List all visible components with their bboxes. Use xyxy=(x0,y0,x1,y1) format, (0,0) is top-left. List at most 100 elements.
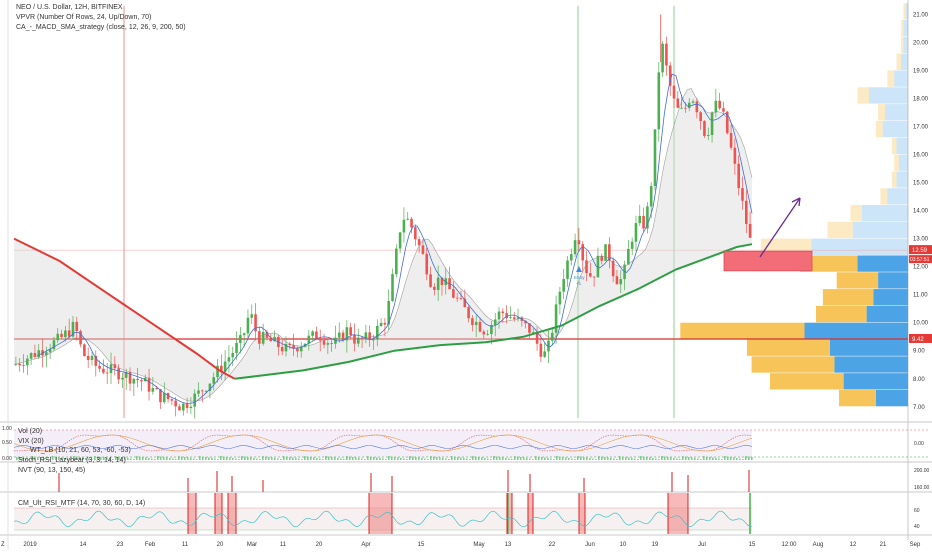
candle-body xyxy=(379,322,383,326)
y-tick-label: 20.00 xyxy=(913,40,929,46)
vp-row-up xyxy=(799,255,858,272)
volume-bar xyxy=(319,458,321,460)
volume-bar xyxy=(247,457,249,460)
candle-body xyxy=(318,338,322,341)
volume-bar xyxy=(217,459,219,460)
volume-bar xyxy=(301,459,303,460)
volume-bar xyxy=(532,459,534,460)
volume-bar xyxy=(739,458,741,460)
candle-body xyxy=(37,350,41,357)
candle-body xyxy=(653,129,657,187)
volume-bar xyxy=(238,459,240,460)
volume-bar xyxy=(577,456,579,460)
candle-body xyxy=(67,330,71,337)
candle-body xyxy=(634,223,638,242)
y-tick-label: 15.00 xyxy=(913,181,929,187)
candle-body xyxy=(178,406,181,411)
legend-stoch[interactable]: Stoch_RSI_Lazybear (3, 3, 14, 14) xyxy=(18,457,126,464)
vp-row-up xyxy=(747,339,830,356)
volume-bar xyxy=(598,456,600,460)
vp-row-up xyxy=(827,221,853,239)
volume-bar xyxy=(445,458,447,460)
vp-row-up xyxy=(751,356,835,373)
vp-row-up xyxy=(875,120,883,138)
legend-symbol[interactable]: NEO / U.S. Dollar, 12H, BITFINEX xyxy=(16,4,123,11)
y-tick-label: 7.00 xyxy=(913,405,925,411)
candle-body xyxy=(18,363,22,366)
volume-bar xyxy=(478,457,480,460)
candle-body xyxy=(48,349,52,353)
legend-vpvr[interactable]: VPVR (Number Of Rows, 24, Up/Down, 70) xyxy=(16,14,152,21)
volume-bar xyxy=(382,458,384,460)
x-tick-label: 13 xyxy=(505,542,512,548)
volume-bar xyxy=(118,456,120,460)
candle-body xyxy=(646,206,649,229)
volume-bar xyxy=(631,458,633,460)
volume-bar xyxy=(403,458,405,460)
cm-overbought-zone xyxy=(528,493,533,534)
x-tick-label: Jul xyxy=(698,542,706,548)
candle-body xyxy=(661,43,664,73)
volume-bar xyxy=(31,456,33,460)
x-tick-label: 2019 xyxy=(23,542,37,548)
volume-bar xyxy=(574,459,576,460)
x-tick-label: 21 xyxy=(880,542,887,548)
vp-row-up xyxy=(880,188,888,205)
legend-strategy[interactable]: CA_-_MACD_SMA_strategy (close, 12, 26, 9… xyxy=(16,24,186,31)
x-tick-label: 11 xyxy=(182,542,189,548)
candle-body xyxy=(273,336,276,342)
volume-bar xyxy=(22,458,24,460)
cm-overbought-zone xyxy=(369,493,392,534)
volume-bar xyxy=(643,456,645,460)
x-tick-label: 10 xyxy=(620,542,627,548)
legend-nvt[interactable]: NVT (90, 13, 150, 45) xyxy=(18,467,86,474)
volume-bar xyxy=(718,458,720,460)
candle-body xyxy=(326,343,330,345)
volume-bar xyxy=(139,456,141,460)
osc-band xyxy=(14,430,752,458)
candle-body xyxy=(463,298,467,308)
volume-bar xyxy=(94,456,96,460)
volume-bar xyxy=(655,458,657,460)
legend-vix[interactable]: VIX (20) xyxy=(18,438,44,445)
volume-bar xyxy=(601,456,603,460)
volume-bar xyxy=(229,457,231,460)
volume-bar xyxy=(604,457,606,460)
vol-legend: Vol (20) VIX (20) xyxy=(18,427,44,447)
candle-body xyxy=(687,102,691,109)
candle-body xyxy=(212,377,216,384)
y-tick-label: 9.00 xyxy=(913,349,925,355)
volume-bar xyxy=(517,456,519,460)
vp-row-up xyxy=(903,3,906,20)
volume-bar xyxy=(667,457,669,460)
vp-row-down xyxy=(896,137,908,155)
legend-wt[interactable]: WT_LB (10, 21, 60, 53, -60, -53) xyxy=(30,447,131,454)
candle-body xyxy=(410,218,413,228)
volume-bar xyxy=(727,456,729,460)
cm-overbought-zone xyxy=(579,493,585,534)
volume-bar xyxy=(268,457,270,460)
candle-body xyxy=(615,276,619,285)
candle-body xyxy=(52,340,56,350)
candle-body xyxy=(197,390,200,394)
candle-body xyxy=(725,111,729,134)
volume-bar xyxy=(73,456,75,460)
volume-bar xyxy=(439,457,441,460)
candle-body xyxy=(501,311,505,314)
candle-body xyxy=(402,219,406,233)
candle-body xyxy=(170,399,174,401)
candle-body xyxy=(642,215,645,229)
volume-bar xyxy=(328,456,330,460)
volume-bar xyxy=(25,458,27,460)
volume-bar xyxy=(127,458,129,460)
legend-cm[interactable]: CM_Ult_RSI_MTF (14, 70, 30, 60, D, 14) xyxy=(18,500,146,507)
candle-body xyxy=(121,377,124,380)
candle-body xyxy=(482,331,486,335)
volume-bar xyxy=(154,459,156,460)
candle-body xyxy=(242,333,246,336)
legend-vol[interactable]: Vol (20) xyxy=(18,428,43,435)
candle-body xyxy=(665,43,668,66)
volume-bar xyxy=(322,459,324,460)
